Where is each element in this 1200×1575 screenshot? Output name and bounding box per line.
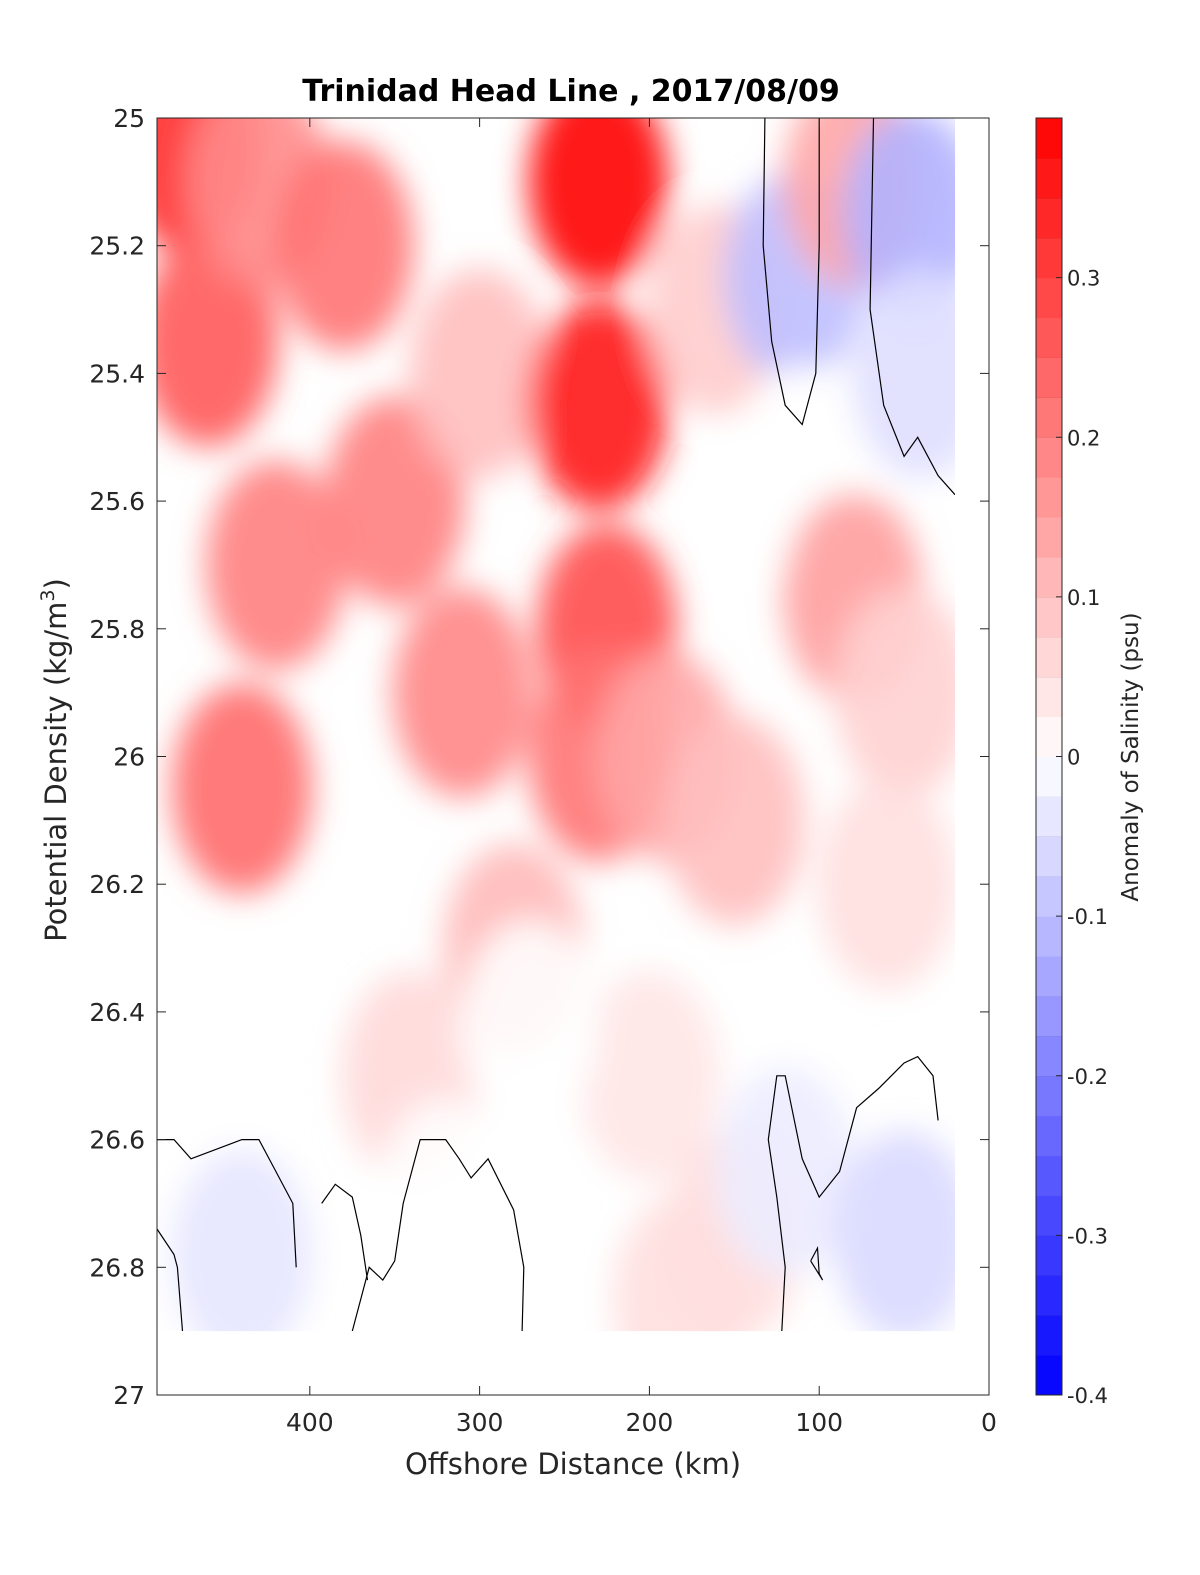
colorbar-level (1036, 796, 1062, 837)
colorbar-tick-label: -0.3 (1067, 1224, 1108, 1248)
field-feature (664, 715, 805, 926)
y-axis: 25 25.2 25.4 25.6 25.8 26 26.2 26.4 26.6 26.8 27 (89, 104, 989, 1410)
field-feature (392, 587, 533, 798)
y-tick-label: 25 (113, 104, 145, 133)
colorbar-level (1036, 956, 1062, 997)
colorbar-tick-label: 0.2 (1067, 426, 1100, 450)
zero-contour-line (869, 118, 956, 496)
x-tick-label: 400 (286, 1408, 334, 1437)
colorbar-tick-label: -0.2 (1067, 1065, 1108, 1089)
x-tick-label: 300 (456, 1408, 504, 1437)
colorbar-tick-label: 0 (1067, 746, 1080, 770)
x-axis-label: Offshore Distance (km) (405, 1447, 741, 1481)
zero-contour-line (762, 118, 820, 426)
field-feature (528, 118, 669, 287)
zero-contour-line (767, 1055, 939, 1332)
colorbar-level (1036, 317, 1062, 358)
field-feature (851, 268, 956, 479)
field-feature (409, 268, 550, 479)
zero-contour-line (321, 1183, 369, 1281)
field-feature (273, 140, 414, 351)
colorbar-level (1036, 756, 1062, 797)
x-axis: 400 300 200 100 0 (286, 118, 997, 1437)
colorbar-label: Anomaly of Salinity (psu) (1118, 612, 1144, 901)
x-tick-label: 0 (981, 1408, 997, 1437)
x-tick-label: 200 (626, 1408, 674, 1437)
y-axis-label: Potential Density (kg/m3) (37, 578, 73, 942)
colorbar-level (1036, 1315, 1062, 1356)
colorbar-level (1036, 1035, 1062, 1077)
field-feature (205, 459, 346, 670)
y-tick-label: 26.4 (89, 998, 145, 1027)
field-feature (579, 970, 720, 1181)
zero-contour-line (810, 1245, 824, 1281)
colorbar-level (1036, 876, 1062, 917)
colorbar-level (1036, 357, 1062, 398)
colorbar-level (1036, 1355, 1062, 1396)
zero-contour-line (351, 1139, 525, 1332)
colorbar-tick-label: -0.1 (1067, 905, 1108, 929)
colorbar-level (1036, 1115, 1062, 1157)
field-feature (375, 1098, 516, 1309)
colorbar-level (1036, 1195, 1062, 1236)
colorbar-level (1036, 517, 1062, 558)
colorbar-level (1036, 197, 1062, 239)
colorbar-level (1036, 596, 1062, 638)
field-feature (324, 396, 465, 607)
colorbar-level (1036, 676, 1062, 718)
colorbar-level (1036, 477, 1062, 518)
colorbar-level (1036, 556, 1062, 598)
colorbar-level (1036, 437, 1062, 478)
y-tick-label: 26.6 (89, 1126, 145, 1155)
field-feature (528, 300, 669, 511)
y-axis-label-superscript: 3 (37, 589, 59, 601)
field-feature (157, 236, 278, 447)
y-tick-label: 25.4 (89, 359, 145, 388)
field-feature (817, 779, 956, 990)
y-tick-label: 26.2 (89, 870, 145, 899)
colorbar-level (1036, 995, 1062, 1037)
y-axis-label-close: ) (39, 578, 73, 589)
colorbar-level (1036, 157, 1062, 199)
colorbar-level (1036, 916, 1062, 957)
y-axis-label-main: Potential Density (kg/m (39, 602, 73, 942)
field-feature (834, 587, 956, 798)
colorbar-level (1036, 636, 1062, 678)
colorbar-level (1036, 118, 1062, 159)
y-tick-label: 25.6 (89, 487, 145, 516)
zero-contour-line (157, 1228, 184, 1332)
y-tick-label: 26.8 (89, 1253, 145, 1282)
y-tick-label: 25.8 (89, 615, 145, 644)
colorbar-level (1036, 1235, 1062, 1276)
colorbar-level (1036, 1155, 1062, 1196)
y-tick-label: 26 (113, 743, 145, 772)
colorbar-tick-label: -0.4 (1067, 1384, 1108, 1408)
x-tick-label: 100 (795, 1408, 843, 1437)
zero-contour-lines (157, 118, 956, 1332)
colorbar-level (1036, 397, 1062, 438)
colorbar-level (1036, 716, 1062, 757)
field-blobs (157, 118, 956, 1332)
field-feature (171, 683, 312, 894)
colorbar-level (1036, 1275, 1062, 1316)
field-feature (715, 1066, 856, 1277)
field-feature (460, 919, 601, 1130)
contour-field (157, 118, 956, 1332)
y-tick-label: 25.2 (89, 232, 145, 261)
field-feature (171, 1149, 312, 1332)
field-feature (834, 1130, 956, 1332)
zero-contour-line (157, 1139, 297, 1268)
y-tick-label: 27 (113, 1381, 145, 1410)
colorbar-tick-label: 0.3 (1067, 267, 1100, 291)
colorbar-level (1036, 1075, 1062, 1117)
colorbar: 0.3 0.2 0.1 0 -0.1 -0.2 -0.3 -0.4 (1035, 117, 1108, 1408)
colorbar-level (1036, 277, 1062, 319)
colorbar-level (1036, 237, 1062, 279)
colorbar-tick-label: 0.1 (1067, 586, 1100, 610)
chart-title: Trinidad Head Line , 2017/08/09 (302, 74, 839, 109)
colorbar-level (1036, 836, 1062, 877)
